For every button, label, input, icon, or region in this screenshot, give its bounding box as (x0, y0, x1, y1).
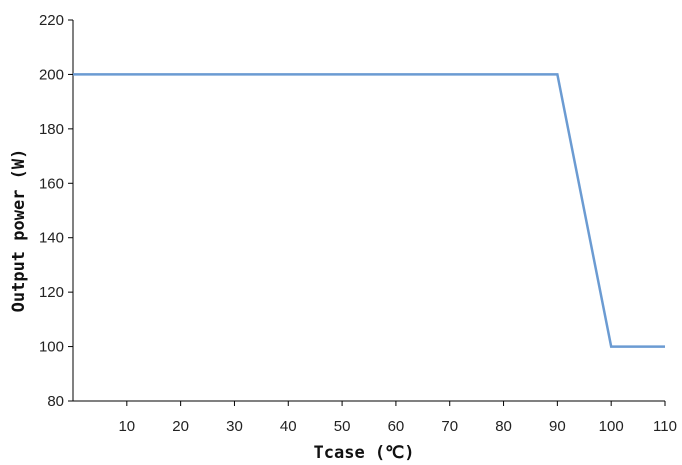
y-axis-title: Output power (W) (9, 149, 29, 313)
x-tick-label: 60 (388, 418, 405, 435)
y-tick-label: 220 (39, 12, 64, 29)
y-tick-label: 80 (47, 393, 64, 410)
y-tick-label: 120 (39, 284, 64, 301)
series-group (73, 73, 665, 348)
x-tick-label: 10 (118, 418, 135, 435)
x-tick-label: 40 (280, 418, 297, 435)
y-tick-label: 140 (39, 230, 64, 247)
x-ticks: 10 20 30 40 50 60 70 80 90 100 110 (118, 401, 677, 435)
x-axis-title: Tcase (℃) (314, 443, 415, 463)
y-tick-label: 180 (39, 121, 64, 138)
plot-area: 80 100 120 140 160 180 200 220 10 20 30 40 50 60 70 80… (39, 12, 677, 435)
x-tick-label: 90 (549, 418, 566, 435)
y-tick-label: 100 (39, 339, 64, 356)
x-tick-label: 20 (172, 418, 189, 435)
x-tick-label: 70 (441, 418, 458, 435)
x-tick-label: 110 (653, 418, 677, 435)
x-tick-label: 30 (226, 418, 243, 435)
y-tick-label: 200 (39, 66, 64, 83)
x-tick-label: 80 (495, 418, 512, 435)
y-ticks: 80 100 120 140 160 180 200 220 (39, 12, 73, 410)
x-tick-label: 50 (334, 418, 351, 435)
y-tick-label: 160 (39, 175, 64, 192)
series-line (73, 73, 665, 348)
x-tick-label: 100 (599, 418, 624, 435)
